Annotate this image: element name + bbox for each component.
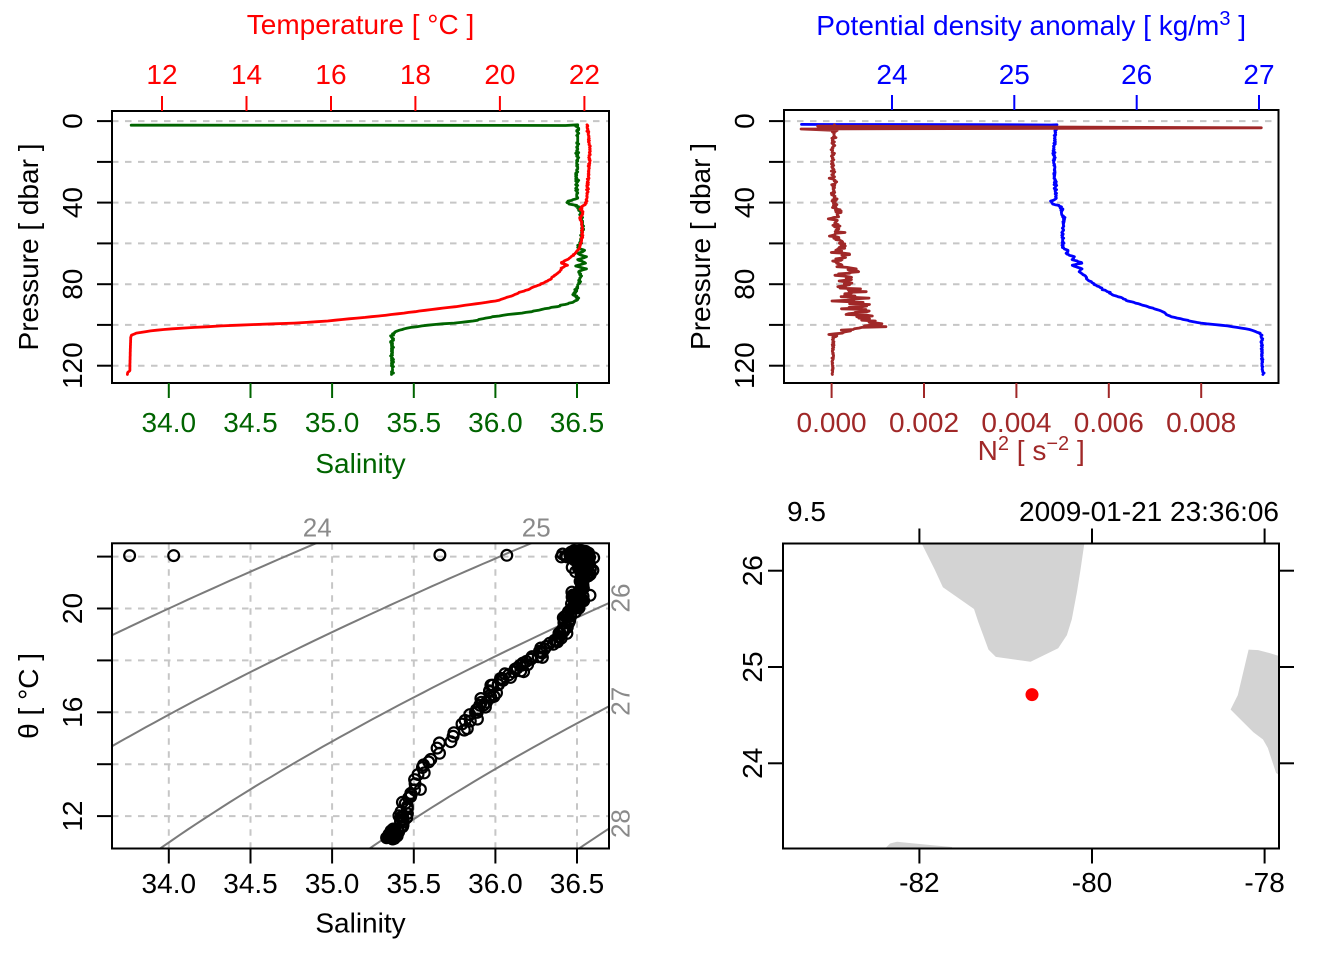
svg-text:26: 26 bbox=[606, 584, 636, 613]
svg-text:12: 12 bbox=[57, 801, 88, 832]
svg-text:80: 80 bbox=[729, 269, 760, 300]
svg-text:16: 16 bbox=[315, 59, 346, 90]
svg-text:120: 120 bbox=[57, 342, 88, 389]
svg-text:25: 25 bbox=[522, 512, 551, 542]
svg-text:27: 27 bbox=[606, 687, 636, 716]
svg-text:22: 22 bbox=[569, 59, 600, 90]
svg-text:0.002: 0.002 bbox=[889, 407, 959, 438]
svg-text:θ [ °C ]: θ [ °C ] bbox=[13, 653, 44, 739]
svg-text:35.0: 35.0 bbox=[305, 407, 360, 438]
svg-text:20: 20 bbox=[484, 59, 515, 90]
svg-text:0.006: 0.006 bbox=[1074, 407, 1144, 438]
svg-text:14: 14 bbox=[231, 59, 262, 90]
svg-text:36.0: 36.0 bbox=[468, 407, 523, 438]
svg-text:N2 [ s−2 ]: N2 [ s−2 ] bbox=[978, 433, 1085, 466]
svg-text:24: 24 bbox=[737, 748, 768, 779]
svg-text:40: 40 bbox=[729, 187, 760, 218]
svg-text:-82: -82 bbox=[899, 867, 939, 898]
svg-text:24: 24 bbox=[876, 59, 907, 90]
svg-text:16: 16 bbox=[57, 697, 88, 728]
svg-text:34.0: 34.0 bbox=[142, 868, 197, 899]
svg-text:-80: -80 bbox=[1072, 867, 1112, 898]
svg-text:Pressure [ dbar ]: Pressure [ dbar ] bbox=[685, 143, 716, 350]
svg-text:0: 0 bbox=[57, 113, 88, 129]
svg-text:0.008: 0.008 bbox=[1166, 407, 1236, 438]
svg-text:25: 25 bbox=[999, 59, 1030, 90]
svg-text:0.000: 0.000 bbox=[797, 407, 867, 438]
svg-text:20: 20 bbox=[57, 593, 88, 624]
svg-text:18: 18 bbox=[400, 59, 431, 90]
svg-text:Pressure [ dbar ]: Pressure [ dbar ] bbox=[13, 144, 44, 351]
svg-text:Salinity: Salinity bbox=[315, 908, 405, 939]
svg-text:Temperature [ °C ]: Temperature [ °C ] bbox=[247, 9, 475, 40]
svg-text:0: 0 bbox=[729, 113, 760, 129]
svg-text:36.5: 36.5 bbox=[550, 868, 605, 899]
svg-text:36.5: 36.5 bbox=[550, 407, 605, 438]
svg-text:Potential density anomaly [ kg: Potential density anomaly [ kg/m3 ] bbox=[816, 8, 1246, 41]
svg-text:2009-01-21 23:36:06: 2009-01-21 23:36:06 bbox=[1019, 496, 1279, 527]
svg-text:34.0: 34.0 bbox=[142, 407, 197, 438]
svg-text:25: 25 bbox=[737, 651, 768, 682]
svg-text:28: 28 bbox=[606, 809, 636, 838]
svg-text:35.0: 35.0 bbox=[305, 868, 360, 899]
svg-text:36.0: 36.0 bbox=[468, 868, 523, 899]
svg-text:40: 40 bbox=[57, 187, 88, 218]
svg-text:80: 80 bbox=[57, 269, 88, 300]
svg-text:-78: -78 bbox=[1244, 867, 1284, 898]
svg-text:35.5: 35.5 bbox=[387, 868, 442, 899]
svg-text:34.5: 34.5 bbox=[223, 868, 278, 899]
svg-text:Salinity: Salinity bbox=[315, 448, 405, 479]
svg-text:120: 120 bbox=[729, 342, 760, 389]
svg-text:34.5: 34.5 bbox=[223, 407, 278, 438]
svg-text:24: 24 bbox=[303, 512, 332, 542]
svg-text:27: 27 bbox=[1243, 59, 1274, 90]
svg-text:12: 12 bbox=[146, 59, 177, 90]
svg-text:9.5: 9.5 bbox=[787, 496, 826, 527]
svg-text:0.004: 0.004 bbox=[981, 407, 1051, 438]
svg-text:26: 26 bbox=[1121, 59, 1152, 90]
svg-text:35.5: 35.5 bbox=[387, 407, 442, 438]
svg-text:26: 26 bbox=[737, 555, 768, 586]
